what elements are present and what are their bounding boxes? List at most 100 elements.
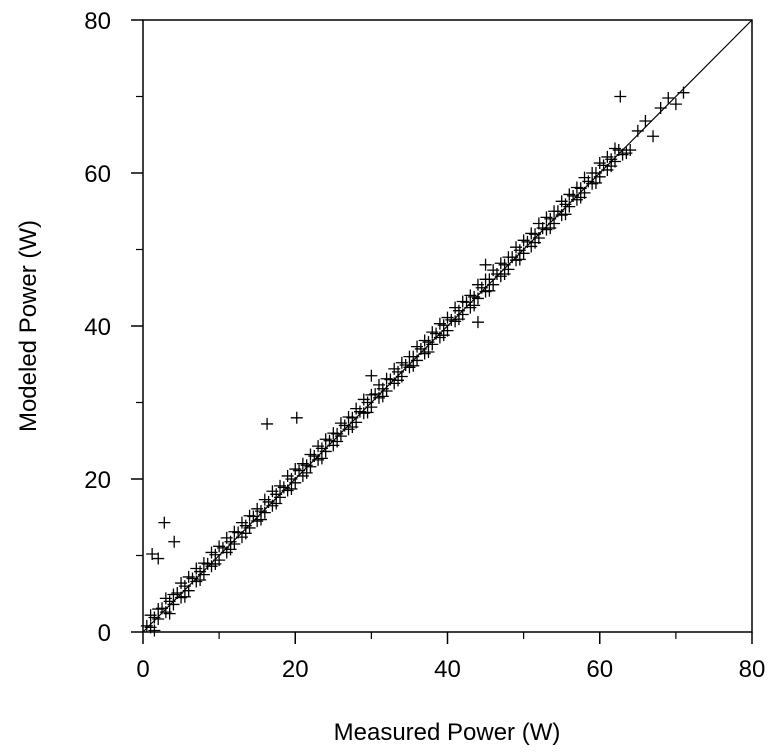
data-point	[261, 417, 274, 430]
data-point	[677, 86, 690, 99]
data-point	[205, 546, 218, 559]
data-point	[532, 217, 545, 230]
data-point	[152, 603, 165, 616]
data-point	[365, 369, 378, 382]
y-axis: 0 20 40 60 80	[84, 8, 143, 647]
data-point	[388, 362, 401, 375]
data-point	[563, 188, 576, 201]
data-point	[289, 463, 302, 476]
data-point	[228, 525, 241, 538]
x-tick-label: 60	[586, 656, 613, 683]
data-point	[407, 359, 420, 372]
data-point	[471, 292, 484, 305]
data-point	[220, 531, 233, 544]
data-point	[418, 334, 431, 347]
data-point	[144, 609, 157, 622]
data-point	[468, 299, 481, 312]
data-point	[304, 460, 317, 473]
data-point	[548, 205, 561, 218]
data-point	[319, 445, 332, 458]
data-point	[563, 200, 576, 213]
scatter-points	[140, 86, 690, 637]
data-point	[608, 142, 621, 155]
data-point	[376, 390, 389, 403]
y-tick-label: 0	[98, 620, 111, 647]
data-point	[411, 340, 424, 353]
data-point	[662, 92, 675, 105]
data-point	[471, 316, 484, 329]
data-point	[487, 264, 500, 277]
data-point	[593, 170, 606, 183]
data-point	[392, 374, 405, 387]
data-point	[494, 257, 507, 270]
y-tick-label: 40	[84, 314, 111, 341]
data-point	[452, 313, 465, 326]
data-point	[342, 411, 355, 424]
data-point	[578, 171, 591, 184]
data-point	[624, 144, 637, 157]
data-point	[433, 317, 446, 330]
data-point	[289, 476, 302, 489]
data-point	[586, 167, 599, 179]
y-tick-label: 80	[84, 8, 111, 35]
data-point	[167, 588, 180, 601]
data-point	[258, 506, 271, 519]
data-point	[365, 388, 378, 401]
data-point	[281, 469, 294, 482]
data-point	[517, 234, 530, 247]
data-point	[510, 241, 523, 254]
data-point	[254, 513, 267, 526]
data-point	[190, 562, 203, 575]
data-point	[235, 516, 248, 529]
data-point	[334, 417, 347, 430]
data-point	[178, 590, 191, 603]
data-point	[152, 552, 165, 565]
data-point	[168, 535, 181, 548]
data-point	[296, 457, 309, 470]
data-point	[175, 577, 188, 590]
x-tick-label: 80	[739, 656, 766, 683]
data-point	[639, 114, 652, 127]
data-point	[274, 479, 287, 492]
data-point	[274, 491, 287, 504]
data-point	[350, 402, 363, 415]
y-tick-label: 20	[84, 467, 111, 494]
y-tick-label: 60	[84, 161, 111, 188]
data-point	[614, 90, 627, 103]
data-point	[239, 527, 252, 540]
data-point	[471, 278, 484, 291]
data-point	[163, 607, 176, 620]
y-axis-title: Modeled Power (W)	[15, 220, 42, 432]
x-axis-title: Measured Power (W)	[334, 719, 561, 746]
data-point	[513, 253, 526, 266]
data-point	[148, 624, 161, 637]
data-point	[464, 289, 477, 302]
x-tick-label: 20	[282, 656, 309, 683]
data-point	[540, 211, 553, 224]
data-point	[589, 176, 602, 189]
data-point	[441, 311, 454, 324]
data-point	[380, 372, 393, 385]
data-point	[605, 160, 618, 173]
data-point	[372, 378, 385, 391]
data-point	[315, 452, 328, 465]
data-point	[209, 557, 222, 570]
data-point	[290, 411, 303, 424]
data-point	[395, 356, 408, 369]
data-point	[426, 338, 439, 351]
data-point	[555, 195, 568, 208]
data-point	[647, 130, 660, 143]
data-point	[426, 326, 439, 339]
data-point	[498, 267, 511, 280]
data-point	[570, 181, 583, 194]
data-point	[361, 406, 374, 419]
data-point	[437, 329, 450, 342]
data-point	[502, 251, 515, 264]
data-point	[346, 420, 359, 433]
data-point	[529, 236, 542, 249]
data-point	[158, 516, 171, 529]
x-axis: 0 20 40 60 80	[136, 632, 765, 683]
data-point	[224, 543, 237, 556]
data-point	[479, 258, 492, 271]
